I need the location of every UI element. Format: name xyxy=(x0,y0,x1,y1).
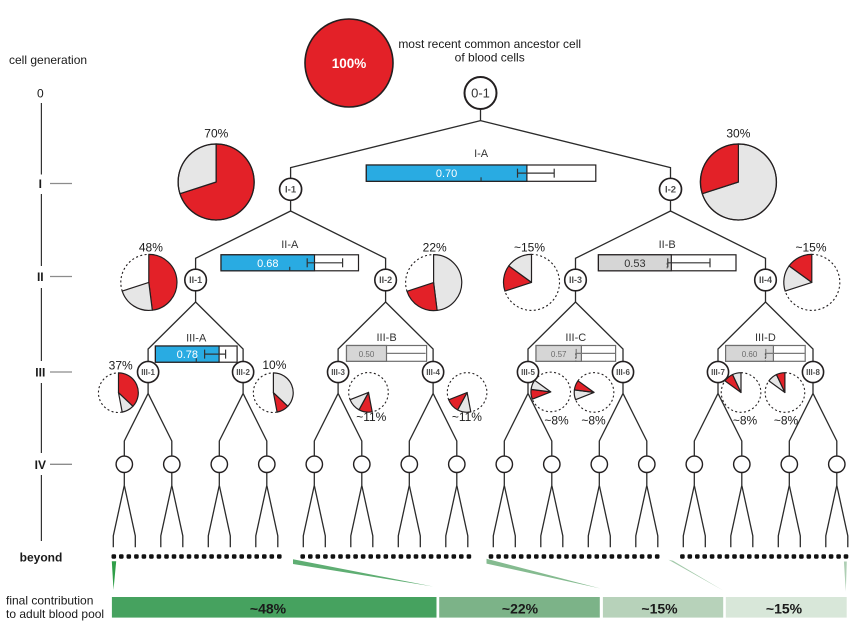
svg-text:to adult blood pool: to adult blood pool xyxy=(6,607,104,621)
svg-text:100%: 100% xyxy=(332,56,367,71)
svg-text:0.68: 0.68 xyxy=(257,258,278,270)
svg-text:~15%: ~15% xyxy=(795,240,826,254)
svg-text:~8%: ~8% xyxy=(581,414,606,428)
svg-text:III: III xyxy=(35,366,45,380)
svg-text:I-A: I-A xyxy=(474,148,489,160)
svg-text:III-5: III-5 xyxy=(521,368,535,377)
svg-text:beyond: beyond xyxy=(20,551,63,565)
svg-text:II-A: II-A xyxy=(281,239,299,251)
svg-text:III-1: III-1 xyxy=(141,368,155,377)
svg-text:~15%: ~15% xyxy=(514,240,545,254)
svg-text:I-1: I-1 xyxy=(285,185,297,196)
svg-text:70%: 70% xyxy=(204,127,228,141)
svg-text:~11%: ~11% xyxy=(452,410,482,424)
svg-text:III-3: III-3 xyxy=(331,368,345,377)
svg-text:II: II xyxy=(37,270,44,284)
svg-text:0.60: 0.60 xyxy=(742,350,758,359)
svg-text:~8%: ~8% xyxy=(733,414,758,428)
svg-text:II-2: II-2 xyxy=(379,275,392,285)
svg-text:most recent common ancestor ce: most recent common ancestor cell xyxy=(398,37,581,51)
svg-text:III-D: III-D xyxy=(755,332,776,344)
svg-text:0.57: 0.57 xyxy=(551,350,567,359)
svg-text:~8%: ~8% xyxy=(544,414,569,428)
svg-text:~22%: ~22% xyxy=(502,601,539,617)
svg-text:22%: 22% xyxy=(423,240,447,254)
svg-text:II-B: II-B xyxy=(659,239,676,251)
svg-text:48%: 48% xyxy=(139,240,163,254)
svg-text:II-3: II-3 xyxy=(569,275,582,285)
svg-text:~48%: ~48% xyxy=(250,601,287,617)
svg-text:IV: IV xyxy=(35,458,46,472)
svg-text:I-2: I-2 xyxy=(665,185,676,196)
svg-text:III-6: III-6 xyxy=(616,368,630,377)
svg-text:10%: 10% xyxy=(262,358,286,372)
svg-text:0.53: 0.53 xyxy=(624,258,645,270)
svg-text:0.70: 0.70 xyxy=(436,168,457,180)
svg-text:III-7: III-7 xyxy=(711,368,725,377)
svg-text:final contribution: final contribution xyxy=(6,594,93,608)
svg-text:III-B: III-B xyxy=(377,332,397,344)
svg-text:0.78: 0.78 xyxy=(177,349,198,361)
svg-text:30%: 30% xyxy=(726,127,750,141)
svg-text:III-8: III-8 xyxy=(806,368,820,377)
svg-text:II-4: II-4 xyxy=(759,275,772,285)
svg-text:0: 0 xyxy=(37,87,44,101)
svg-text:I: I xyxy=(39,177,42,191)
svg-text:cell generation: cell generation xyxy=(9,53,87,67)
svg-text:of blood cells: of blood cells xyxy=(455,51,525,65)
svg-text:0-1: 0-1 xyxy=(471,86,490,101)
svg-text:0.50: 0.50 xyxy=(359,350,375,359)
svg-text:~15%: ~15% xyxy=(641,601,678,617)
svg-text:III-A: III-A xyxy=(186,333,207,345)
svg-text:~8%: ~8% xyxy=(774,414,799,428)
svg-text:~11%: ~11% xyxy=(356,410,386,424)
svg-text:~15%: ~15% xyxy=(766,601,803,617)
svg-text:III-2: III-2 xyxy=(236,368,250,377)
svg-text:III-C: III-C xyxy=(565,332,586,344)
svg-text:III-4: III-4 xyxy=(426,368,440,377)
svg-text:II-1: II-1 xyxy=(189,275,202,285)
svg-text:37%: 37% xyxy=(109,359,133,373)
